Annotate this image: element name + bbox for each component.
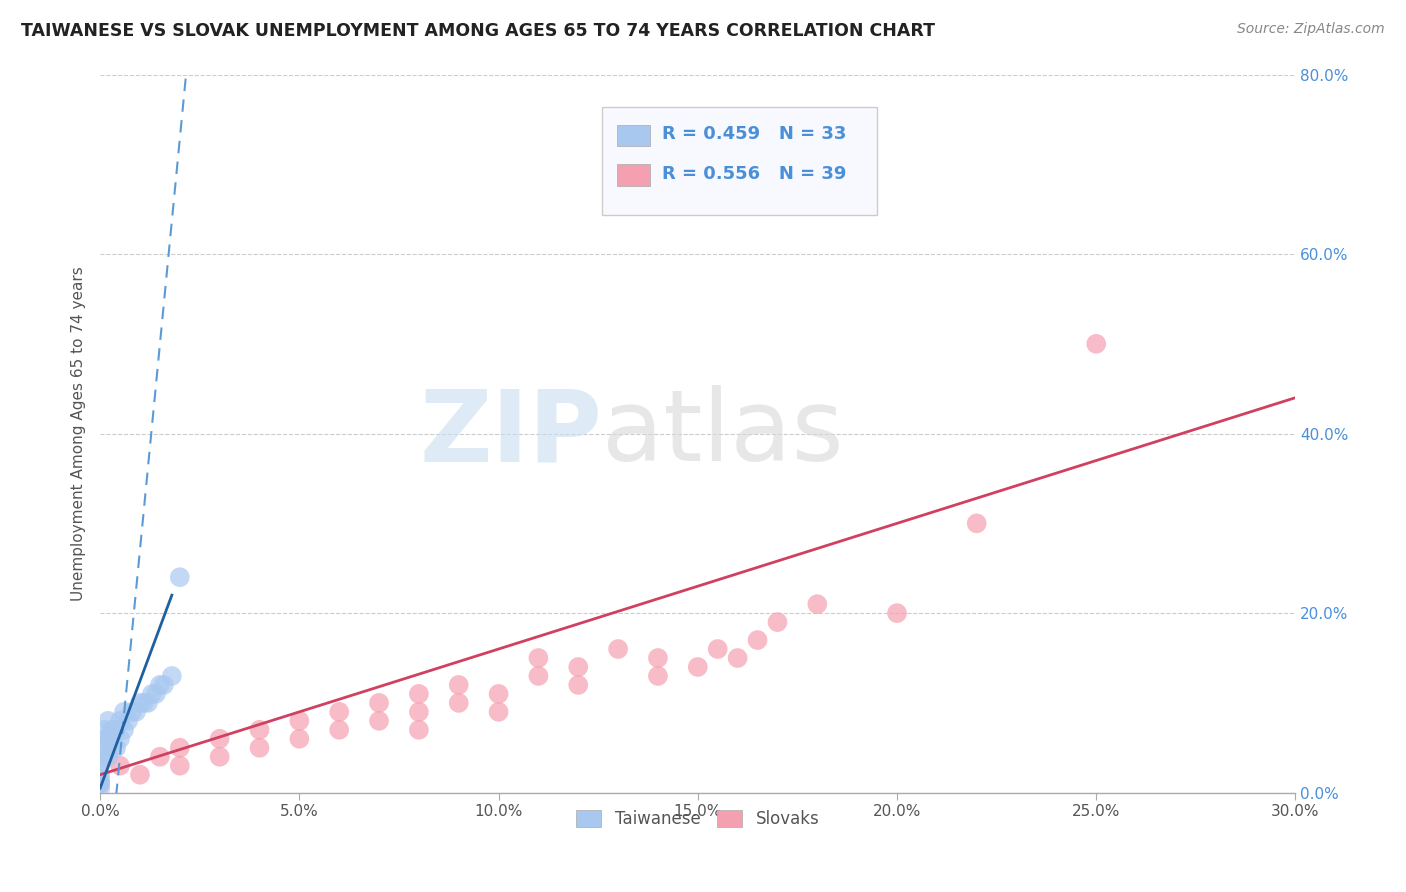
FancyBboxPatch shape [616,164,650,186]
Point [101,740,124,755]
Point [93,749,115,764]
Point [288,714,311,728]
Point [129,767,152,781]
Point [101,723,124,737]
Point [607,642,630,657]
Legend: Taiwanese, Slovaks: Taiwanese, Slovaks [569,803,825,835]
Point [647,669,669,683]
Point [408,705,430,719]
Point [766,615,789,629]
Text: R = 0.459   N = 33: R = 0.459 N = 33 [662,125,846,143]
Point [727,651,749,665]
Point [647,651,669,665]
Point [249,723,271,737]
Point [108,731,131,746]
Point [108,758,131,772]
Point [97,731,120,746]
Point [447,678,470,692]
Point [886,606,908,620]
Point [447,696,470,710]
Point [966,516,988,531]
Text: Source: ZipAtlas.com: Source: ZipAtlas.com [1237,22,1385,37]
Point [153,678,176,692]
Point [117,714,139,728]
Point [149,678,172,692]
Point [97,714,120,728]
Point [488,705,510,719]
Point [145,687,167,701]
Point [129,696,152,710]
Point [706,642,728,657]
Point [105,723,128,737]
Text: ZIP: ZIP [419,385,602,482]
Point [132,696,155,710]
Point [527,651,550,665]
Point [93,731,115,746]
Point [101,731,124,746]
Point [93,740,115,755]
Point [89,777,111,791]
Point [112,723,135,737]
Point [288,731,311,746]
Point [567,660,589,674]
Point [89,777,111,791]
Point [136,696,159,710]
Point [208,731,231,746]
Point [169,740,191,755]
Point [89,772,111,787]
Point [169,570,191,584]
Point [328,705,350,719]
Point [89,758,111,772]
Point [105,740,128,755]
FancyBboxPatch shape [616,125,650,146]
Point [93,723,115,737]
Point [408,687,430,701]
Point [1085,336,1108,351]
Point [806,597,828,611]
Text: TAIWANESE VS SLOVAK UNEMPLOYMENT AMONG AGES 65 TO 74 YEARS CORRELATION CHART: TAIWANESE VS SLOVAK UNEMPLOYMENT AMONG A… [21,22,935,40]
Point [249,740,271,755]
Text: R = 0.556   N = 39: R = 0.556 N = 39 [662,165,846,183]
Point [89,781,111,796]
Point [149,749,172,764]
Point [97,749,120,764]
Point [89,767,111,781]
Point [328,723,350,737]
Point [368,696,391,710]
Point [567,678,589,692]
Y-axis label: Unemployment Among Ages 65 to 74 years: Unemployment Among Ages 65 to 74 years [72,266,86,601]
Point [686,660,709,674]
Point [121,705,143,719]
Point [125,705,148,719]
Point [160,669,183,683]
Text: atlas: atlas [602,385,844,482]
Point [108,714,131,728]
Point [527,669,550,683]
Point [112,705,135,719]
Point [747,633,769,648]
Point [208,749,231,764]
Point [141,687,163,701]
Point [368,714,391,728]
FancyBboxPatch shape [602,107,877,215]
Point [169,758,191,772]
Point [488,687,510,701]
Point [408,723,430,737]
